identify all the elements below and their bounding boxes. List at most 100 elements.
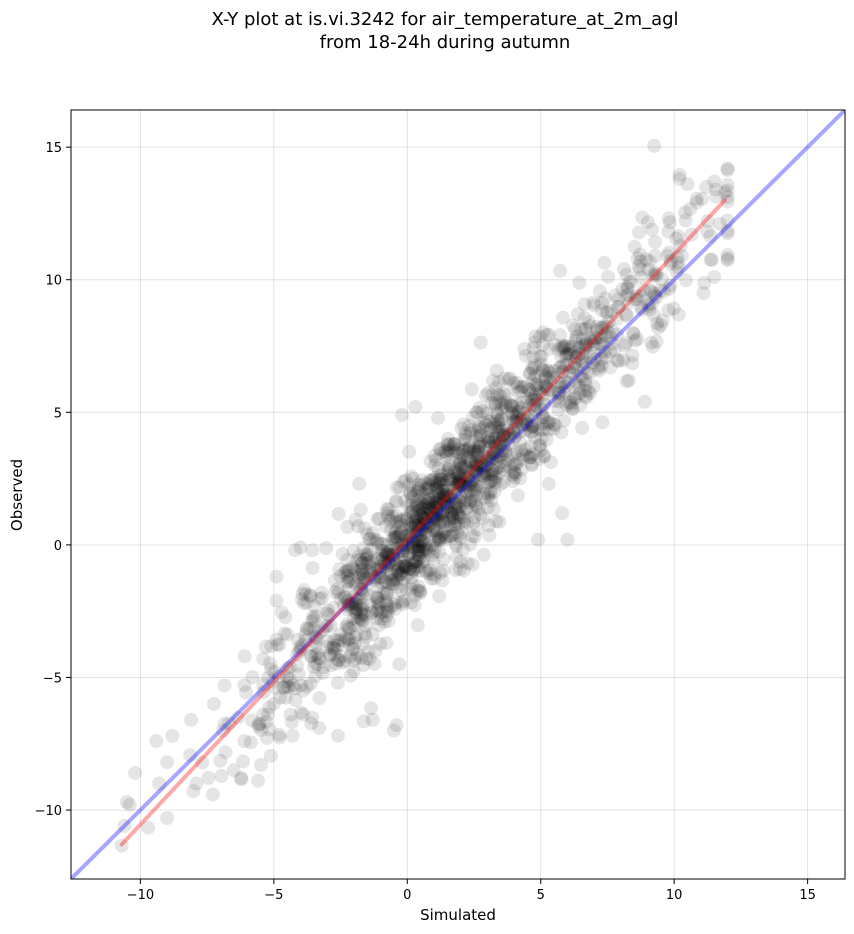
data-point — [488, 420, 503, 434]
data-point — [414, 496, 429, 511]
data-point — [473, 427, 488, 442]
data-point — [251, 773, 265, 788]
data-point — [360, 547, 375, 562]
data-point — [457, 493, 472, 508]
data-point — [409, 534, 424, 549]
one-to-one-line — [71, 110, 845, 879]
data-point — [322, 607, 337, 622]
data-point — [435, 506, 450, 521]
data-point — [245, 670, 260, 685]
data-point — [525, 419, 540, 434]
data-point — [384, 599, 398, 614]
data-point — [451, 499, 466, 514]
data-point — [492, 420, 507, 435]
data-point — [495, 423, 510, 438]
data-point — [707, 270, 722, 285]
data-point — [263, 748, 278, 763]
data-point — [460, 501, 474, 516]
data-point — [350, 602, 364, 617]
data-point — [649, 267, 664, 282]
data-point — [470, 465, 484, 480]
data-point — [382, 576, 397, 591]
data-point — [446, 445, 461, 460]
data-point — [389, 495, 404, 510]
data-point — [496, 475, 511, 489]
data-point — [578, 323, 593, 337]
data-point — [463, 464, 478, 479]
data-point — [472, 429, 487, 444]
data-point — [672, 171, 687, 186]
data-point — [507, 431, 522, 445]
data-point — [604, 303, 619, 318]
data-point — [395, 407, 409, 422]
data-point — [371, 596, 386, 611]
data-point — [284, 715, 299, 730]
data-point — [483, 486, 498, 501]
data-point — [672, 168, 687, 182]
data-point — [428, 470, 443, 485]
data-point — [635, 302, 649, 317]
data-point — [649, 290, 664, 305]
data-point — [459, 433, 474, 448]
data-point — [408, 554, 423, 569]
data-point — [444, 492, 459, 507]
data-point — [466, 515, 481, 530]
data-point — [450, 491, 465, 505]
data-point — [508, 429, 523, 444]
data-point — [539, 328, 554, 342]
data-point — [389, 556, 404, 571]
data-point — [384, 522, 399, 537]
data-point — [308, 648, 323, 663]
data-point — [662, 215, 677, 230]
data-point — [422, 482, 437, 497]
data-point — [578, 356, 593, 371]
data-point — [703, 252, 718, 267]
data-point — [506, 376, 521, 391]
data-point — [448, 502, 463, 517]
data-point — [377, 543, 391, 558]
data-point — [605, 336, 620, 351]
data-point — [356, 570, 371, 585]
data-point — [451, 478, 466, 493]
data-point — [524, 458, 539, 473]
data-point — [531, 532, 546, 547]
data-point — [234, 772, 249, 787]
data-point — [478, 439, 493, 454]
data-point — [449, 497, 464, 511]
data-point — [644, 296, 659, 311]
data-point — [357, 608, 372, 622]
data-point — [709, 189, 723, 204]
data-point — [432, 491, 447, 506]
data-point — [438, 444, 453, 459]
data-point — [399, 582, 414, 597]
data-point — [402, 524, 417, 539]
data-point — [632, 225, 646, 240]
data-point — [385, 509, 400, 524]
data-point — [422, 492, 437, 507]
data-point — [453, 490, 468, 504]
data-point — [348, 651, 363, 666]
data-point — [297, 583, 312, 598]
data-point — [453, 554, 468, 569]
data-point — [530, 393, 545, 408]
data-point — [419, 541, 434, 556]
data-point — [320, 618, 335, 633]
data-point — [432, 486, 447, 501]
data-point — [379, 587, 394, 602]
data-point — [408, 520, 423, 535]
data-point — [511, 405, 526, 419]
data-point — [416, 538, 431, 553]
data-point — [562, 395, 576, 410]
data-point — [720, 253, 735, 268]
data-point — [526, 361, 541, 376]
data-point — [700, 214, 715, 229]
data-point — [453, 477, 468, 492]
data-point — [369, 535, 384, 550]
data-point — [404, 505, 419, 520]
data-point — [365, 554, 379, 569]
data-point — [416, 518, 431, 533]
data-point — [429, 499, 444, 514]
data-point — [296, 707, 311, 722]
data-point — [381, 508, 395, 523]
data-point — [473, 468, 488, 482]
